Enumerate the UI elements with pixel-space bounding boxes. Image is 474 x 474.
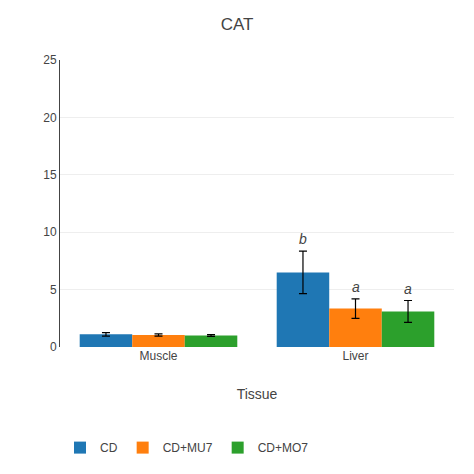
svg-text:Muscle: Muscle <box>139 349 177 363</box>
svg-text:10: 10 <box>43 225 57 239</box>
svg-text:Liver: Liver <box>342 349 368 363</box>
svg-text:CD+MU7: CD+MU7 <box>163 441 213 455</box>
svg-text:Tissue: Tissue <box>237 386 278 402</box>
svg-text:CAT: CAT <box>221 15 254 34</box>
svg-text:b: b <box>299 231 307 247</box>
svg-text:15: 15 <box>43 168 57 182</box>
svg-text:CD+MO7: CD+MO7 <box>258 441 309 455</box>
svg-text:25: 25 <box>43 53 57 67</box>
svg-text:0: 0 <box>50 340 57 354</box>
svg-text:a: a <box>352 279 360 295</box>
svg-text:5: 5 <box>50 283 57 297</box>
svg-text:20: 20 <box>43 111 57 125</box>
svg-text:CD: CD <box>100 441 118 455</box>
svg-text:a: a <box>404 281 412 297</box>
